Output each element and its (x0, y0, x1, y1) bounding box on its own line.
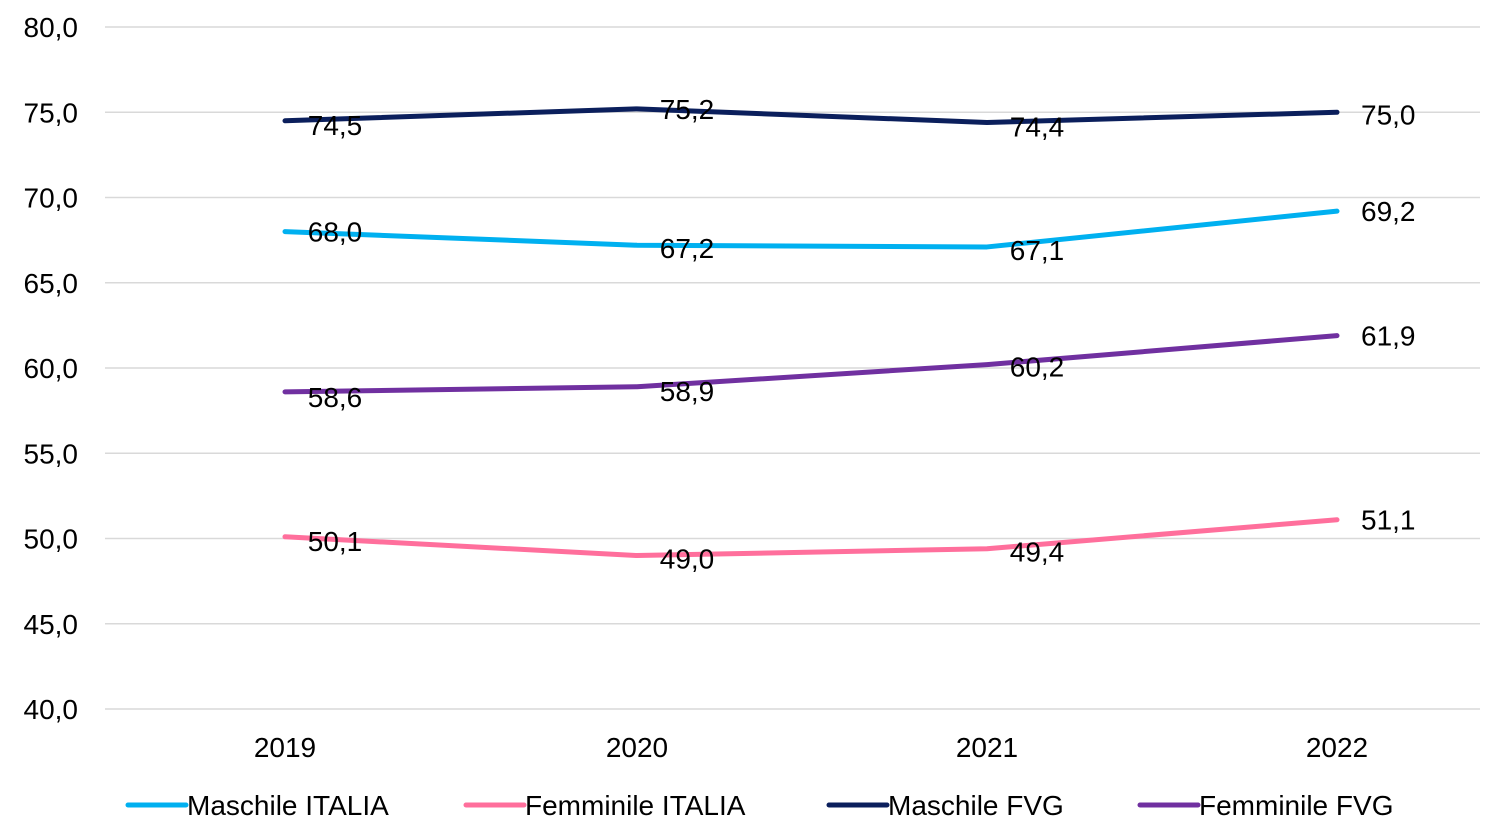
series-line (282, 517, 1340, 559)
legend-label: Maschile ITALIA (187, 790, 389, 819)
data-label: 49,0 (660, 544, 715, 575)
legend-item: Maschile ITALIA (125, 790, 389, 821)
y-tick-label: 80,0 (24, 12, 79, 43)
legend-label: Femminile ITALIA (525, 790, 746, 819)
data-label: 67,1 (1010, 235, 1065, 266)
data-label: 50,1 (308, 526, 363, 557)
x-tick-label: 2022 (1306, 732, 1368, 763)
data-label: 60,2 (1010, 352, 1065, 383)
y-tick-label: 70,0 (24, 183, 79, 214)
y-tick-label: 75,0 (24, 97, 79, 128)
legend-label: Maschile FVG (888, 790, 1064, 819)
data-label: 69,2 (1361, 196, 1416, 227)
legend-item: Maschile FVG (826, 790, 1064, 821)
data-label: 74,4 (1010, 111, 1065, 142)
data-label: 74,5 (308, 110, 363, 141)
series-line (282, 333, 1340, 395)
y-tick-label: 45,0 (24, 609, 79, 640)
y-axis-ticks: 80,0 75,0 70,0 65,0 60,0 55,0 50,0 45,0 40,0 (24, 12, 79, 725)
data-label: 58,9 (660, 376, 715, 407)
x-axis-ticks: 2019 2020 2021 2022 (254, 732, 1368, 763)
legend: Maschile ITALIA Femminile ITALIA Maschile … (125, 790, 1393, 821)
series-lines (282, 106, 1340, 559)
data-label: 75,2 (660, 94, 715, 125)
y-tick-label: 65,0 (24, 268, 79, 299)
y-tick-label: 60,0 (24, 353, 79, 384)
y-tick-label: 55,0 (24, 438, 79, 469)
data-label: 75,0 (1361, 99, 1416, 130)
y-tick-label: 40,0 (24, 694, 79, 725)
data-label: 61,9 (1361, 321, 1416, 352)
legend-item: Femminile FVG (1137, 790, 1393, 821)
x-tick-label: 2020 (606, 732, 668, 763)
series-line (282, 208, 1340, 250)
data-label: 58,6 (308, 382, 363, 413)
legend-item: Femminile ITALIA (463, 790, 746, 821)
data-label: 49,4 (1010, 537, 1065, 568)
data-labels: 68,0 67,2 67,1 69,2 50,1 49,0 49,4 51,1 74,5 75,2… (308, 94, 1416, 575)
data-label: 51,1 (1361, 505, 1416, 536)
data-label: 67,2 (660, 233, 715, 264)
data-label: 68,0 (308, 217, 363, 248)
legend-label: Femminile FVG (1199, 790, 1393, 819)
y-tick-label: 50,0 (24, 524, 79, 555)
series-line (282, 106, 1340, 125)
x-tick-label: 2019 (254, 732, 316, 763)
x-tick-label: 2021 (956, 732, 1018, 763)
